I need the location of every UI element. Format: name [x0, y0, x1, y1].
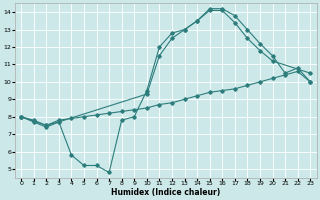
X-axis label: Humidex (Indice chaleur): Humidex (Indice chaleur) — [111, 188, 220, 197]
